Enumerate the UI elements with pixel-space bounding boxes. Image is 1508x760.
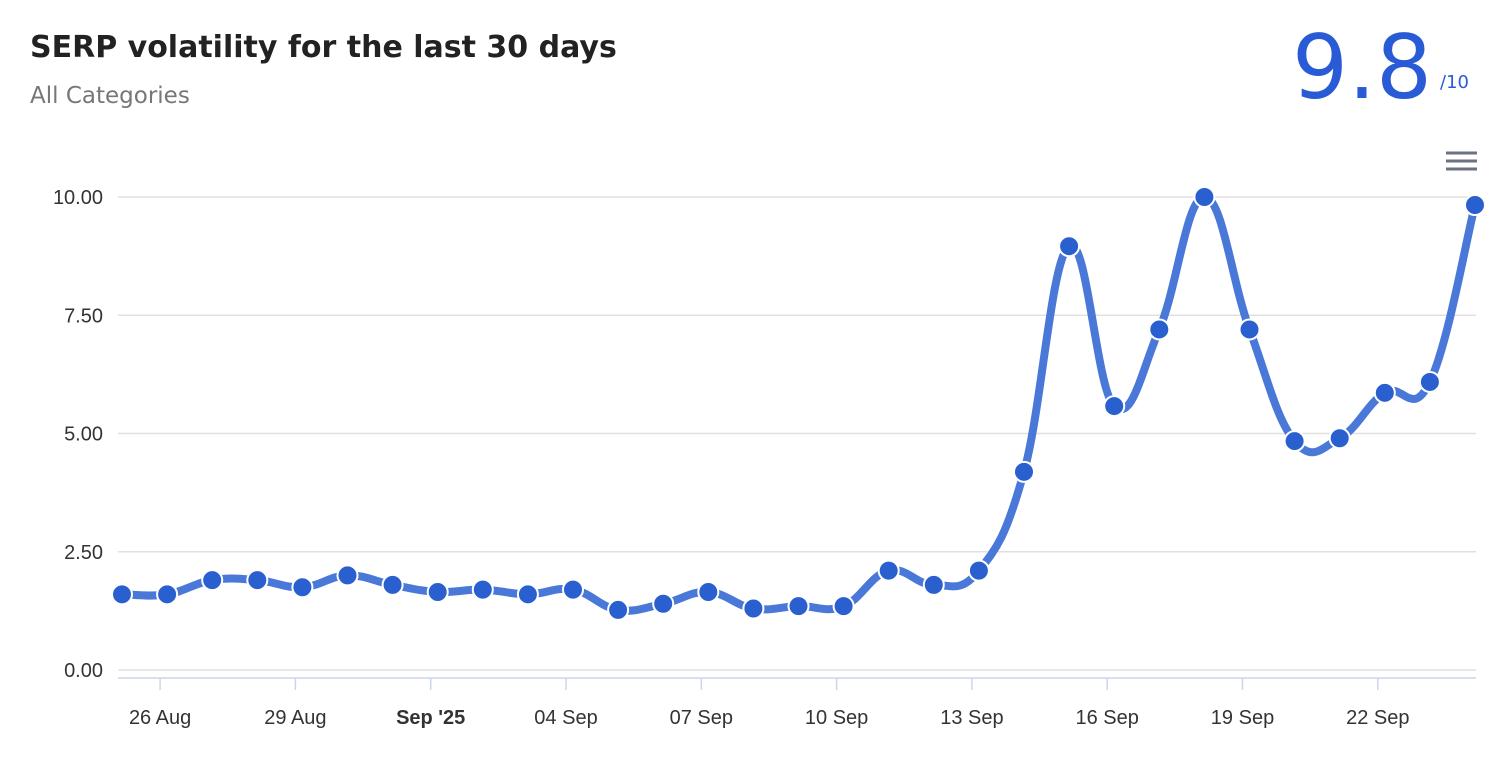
y-tick-label: 5.00 [64,424,103,446]
point [111,583,133,606]
point [246,569,269,592]
point [562,578,584,601]
chart-subtitle: All Categories [30,83,190,109]
x-tick-label: 10 Sep [805,707,868,729]
point [607,598,630,621]
point [426,580,449,603]
point [1328,427,1351,450]
point [1464,194,1486,217]
x-tick-label: 22 Sep [1346,707,1409,729]
x-tick-label: 19 Sep [1211,707,1274,729]
y-tick-label: 2.50 [64,542,103,564]
point [1193,186,1216,208]
y-tick-label: 10.00 [53,187,103,209]
line [121,193,1479,615]
point [1013,460,1035,483]
point [201,569,224,592]
point [787,595,810,618]
point [1418,370,1441,393]
score: 9.8 [1292,16,1432,119]
y-tick-label: 7.50 [64,305,103,327]
point [516,583,539,606]
point [1148,318,1171,341]
x-tick-label: 26 Aug [129,707,191,729]
point [381,573,404,596]
point [1103,395,1126,418]
x-tick-label: 16 Sep [1076,707,1139,729]
point [291,576,314,599]
chart-title: SERP volatility for the last 30 days [30,30,617,65]
point [877,559,900,582]
point [336,564,359,587]
point [1283,430,1306,453]
point [471,578,494,601]
point [742,597,765,620]
x-tick-label: 07 Sep [670,707,733,729]
score-max: /10 [1440,72,1469,93]
point [967,559,990,582]
point [1238,318,1261,341]
x-tick-label: Sep '25 [396,707,465,729]
point [156,583,179,606]
x-tick-label: 04 Sep [534,707,597,729]
point [1058,235,1081,258]
point [832,595,855,618]
x-tick-label: 13 Sep [940,707,1003,729]
point [652,592,675,615]
point [922,573,945,596]
y-tick-label: 0.00 [64,660,103,682]
point [1373,381,1396,404]
menu-button[interactable] [1440,145,1480,177]
point [697,580,720,603]
x-tick-label: 29 Aug [264,707,326,729]
